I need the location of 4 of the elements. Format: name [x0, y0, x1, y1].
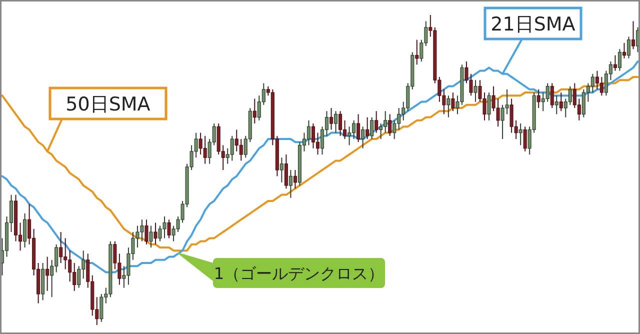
annotation: 1（ゴールデンクロス）: [178, 252, 385, 288]
series-label: 21日SMA: [490, 14, 576, 36]
annotation: 1（ゴールデンクロス）: [214, 264, 384, 283]
series-label: 50日SMA: [66, 94, 150, 116]
